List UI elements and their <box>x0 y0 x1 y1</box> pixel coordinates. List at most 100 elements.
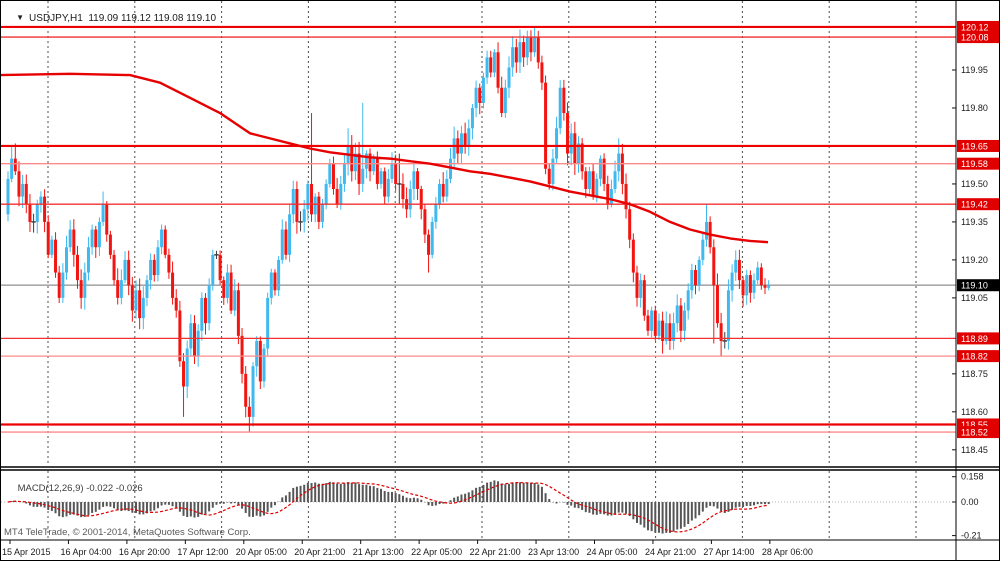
bear-candle-body <box>759 267 763 286</box>
bull-candle-body <box>141 297 145 319</box>
symbol-dropdown-icon[interactable]: ▼ <box>16 13 25 22</box>
bear-candle-body <box>394 163 398 184</box>
bull-candle-body <box>518 42 522 63</box>
bear-candle-body <box>580 143 584 172</box>
bear-candle-body <box>679 305 683 331</box>
bear-candle-body <box>203 297 207 324</box>
bear-candle-body <box>624 183 628 210</box>
bear-candle-body <box>130 285 134 311</box>
bull-candle-body <box>364 153 368 169</box>
bear-candle-body <box>368 153 372 172</box>
bear-candle-body <box>540 62 544 83</box>
bear-candle-body <box>295 189 299 222</box>
bear-candle-body <box>719 323 723 341</box>
bull-candle-body <box>185 348 189 387</box>
time-tick-label: 24 Apr 05:00 <box>587 547 638 557</box>
bull-candle-body <box>233 290 237 311</box>
price-level-badge-label: 118.82 <box>961 352 988 362</box>
bull-candle-body <box>390 163 394 179</box>
price-tick-label: 119.95 <box>961 65 988 75</box>
price-level-badge <box>957 332 999 345</box>
bull-candle-body <box>50 239 54 255</box>
bear-candle-body <box>427 234 431 255</box>
bull-candle-body <box>269 272 273 298</box>
bull-candle-body <box>492 52 496 73</box>
bull-candle-body <box>255 340 259 367</box>
bear-candle-body <box>661 320 665 341</box>
bull-candle-body <box>134 290 138 311</box>
bull-candle-body <box>734 259 738 273</box>
bear-candle-body <box>375 158 379 184</box>
time-tick-label: 17 Apr 12:00 <box>177 547 228 557</box>
bull-candle-body <box>10 158 14 179</box>
bear-candle-body <box>602 158 606 184</box>
bull-candle-body <box>704 221 708 240</box>
macd-tick-label: -0.21 <box>961 531 982 541</box>
bear-candle-body <box>522 42 526 58</box>
bull-candle-body <box>386 178 390 197</box>
bear-candle-body <box>193 323 197 357</box>
bear-candle-body <box>401 183 405 200</box>
bull-candle-body <box>650 310 654 331</box>
bull-candle-body <box>306 183 310 210</box>
bear-candle-body <box>218 254 222 281</box>
bull-candle-body <box>430 221 434 255</box>
price-level-badge <box>957 31 999 44</box>
bull-candle-body <box>533 37 537 53</box>
current-price-badge <box>957 279 999 292</box>
price-tick-label: 119.50 <box>961 179 988 189</box>
bull-candle-body <box>277 259 281 291</box>
bull-candle-body <box>83 272 87 298</box>
bull-candle-body <box>379 171 383 184</box>
bear-candle-body <box>547 168 551 184</box>
macd-signal-value: -0.026 <box>115 483 143 494</box>
price-level-badge-label: 118.52 <box>961 428 988 438</box>
bear-candle-body <box>529 37 533 53</box>
price-level-badge-label: 120.12 <box>961 22 989 32</box>
bear-candle-body <box>43 196 47 222</box>
level-lines-layer[interactable] <box>1 25 956 433</box>
bear-candle-body <box>646 315 650 331</box>
bear-candle-body <box>236 290 240 336</box>
bear-candle-body <box>112 254 116 281</box>
bear-candle-body <box>562 87 566 114</box>
bull-candle-body <box>726 290 730 341</box>
bull-candle-body <box>664 323 668 341</box>
bull-candle-body <box>474 87 478 108</box>
bull-candle-body <box>35 204 39 222</box>
time-tick-label: 16 Apr 04:00 <box>60 547 111 557</box>
bear-candle-body <box>247 406 251 417</box>
bull-candle-body <box>555 128 559 159</box>
bear-candle-body <box>653 310 657 336</box>
bull-candle-body <box>470 107 474 129</box>
bull-candle-body <box>569 133 573 154</box>
bull-candle-body <box>745 275 749 296</box>
bear-candle-body <box>350 145 354 172</box>
bear-candle-body <box>357 153 361 184</box>
bear-candle-body <box>748 275 752 293</box>
time-tick-label: 20 Apr 05:00 <box>236 547 287 557</box>
bull-candle-body <box>189 323 193 349</box>
bear-candle-body <box>631 239 635 273</box>
bear-candle-body <box>13 158 17 172</box>
bull-candle-body <box>262 348 266 382</box>
bear-candle-body <box>620 153 624 184</box>
price-tick-label: 119.80 <box>961 103 988 113</box>
moving-average-line[interactable] <box>0 72 769 244</box>
bear-candle-body <box>24 183 28 205</box>
bear-candle-body <box>715 285 719 324</box>
bull-candle-body <box>657 320 661 336</box>
bull-candle-body <box>225 272 229 298</box>
bear-candle-body <box>635 272 639 298</box>
bear-candle-body <box>489 57 493 73</box>
bull-candle-body <box>481 77 485 103</box>
bear-candle-body <box>273 272 277 291</box>
bear-candle-body <box>178 310 182 362</box>
bull-candle-body <box>576 143 580 164</box>
bear-candle-body <box>79 280 83 298</box>
time-tick-label: 16 Apr 20:00 <box>119 547 170 557</box>
bull-candle-body <box>609 189 613 205</box>
bull-candle-body <box>302 209 306 222</box>
